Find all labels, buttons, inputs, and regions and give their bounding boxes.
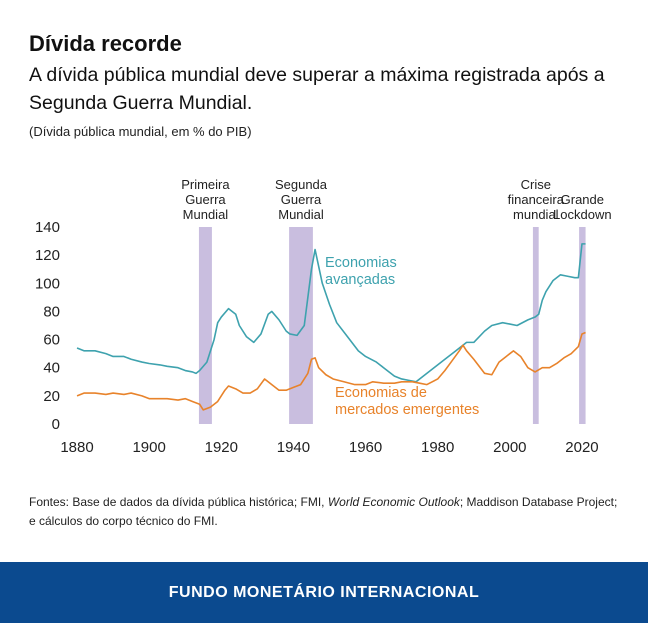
series-label: Economias	[325, 255, 397, 271]
event-label: Lockdown	[553, 207, 612, 222]
source-text: ; Maddison Database Project; e cálculos …	[29, 495, 618, 528]
source-note: Fontes: Base de dados da dívida pública …	[29, 493, 619, 531]
source-italic: World Economic Outlook	[327, 495, 460, 509]
chart-title: Dívida recorde	[29, 31, 182, 56]
series-label: mercados emergentes	[335, 402, 479, 418]
event-label: Mundial	[183, 207, 229, 222]
y-tick-label: 40	[43, 360, 60, 377]
event-band	[198, 227, 212, 424]
x-tick-label: 2020	[565, 439, 598, 456]
x-tick-label: 1880	[60, 439, 93, 456]
event-label: Segunda	[275, 177, 328, 192]
series-label: Economias de	[335, 385, 427, 401]
y-tick-label: 100	[35, 275, 60, 292]
x-tick-label: 1940	[277, 439, 310, 456]
footer: FUNDO MONETÁRIO INTERNACIONAL	[0, 562, 648, 623]
y-tick-label: 60	[43, 332, 60, 349]
unit-note: (Dívida pública mundial, em % do PIB)	[29, 124, 252, 139]
source-text: Fontes: Base de dados da dívida pública …	[29, 495, 328, 509]
chart: PrimeiraGuerraMundialSegundaGuerraMundia…	[35, 177, 612, 456]
series-label: avançadas	[325, 272, 395, 288]
y-tick-label: 20	[43, 388, 60, 405]
y-tick-label: 80	[43, 303, 60, 320]
x-tick-label: 1960	[349, 439, 382, 456]
y-tick-label: 140	[35, 219, 60, 236]
y-tick-label: 120	[35, 247, 60, 264]
event-band	[579, 227, 586, 424]
event-label: Guerra	[281, 192, 322, 207]
event-label: Mundial	[278, 207, 324, 222]
event-label: Guerra	[185, 192, 226, 207]
chart-subtitle: A dívida pública mundial deve superar a …	[29, 64, 605, 114]
series-line	[76, 243, 586, 383]
x-tick-label: 1900	[132, 439, 165, 456]
event-label: mundial	[513, 207, 559, 222]
event-label: financeira	[508, 192, 565, 207]
event-label: Grande	[561, 192, 604, 207]
x-tick-label: 2000	[493, 439, 526, 456]
event-band	[289, 227, 313, 424]
series-line	[76, 331, 586, 411]
x-tick-label: 1980	[421, 439, 454, 456]
event-band	[532, 227, 539, 424]
event-label: Crise	[521, 177, 551, 192]
event-label: Primeira	[181, 177, 230, 192]
x-tick-label: 1920	[205, 439, 238, 456]
y-tick-label: 0	[52, 416, 60, 433]
